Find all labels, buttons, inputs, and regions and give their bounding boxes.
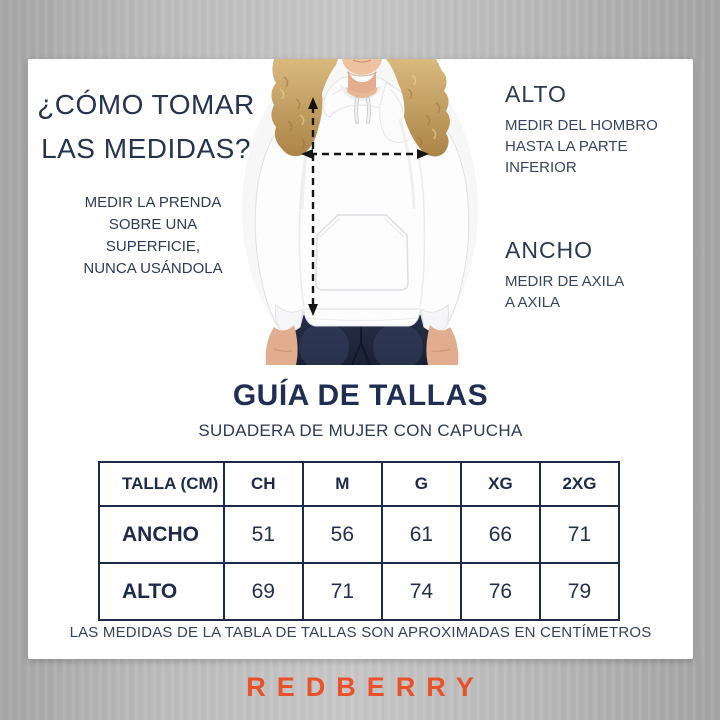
alto-desc-line: HASTA LA PARTE <box>505 138 628 155</box>
table-cell: 51 <box>222 505 304 564</box>
table-cell: 66 <box>459 505 541 564</box>
measure-title-line: ¿CÓMO TOMAR <box>37 89 255 120</box>
jeans <box>284 315 439 365</box>
table-cell: 71 <box>301 562 383 621</box>
size-guide-title: GUÍA DE TALLAS <box>232 379 489 412</box>
model-face <box>342 59 382 98</box>
table-row-alto: ALTO 69 71 74 76 79 <box>98 562 621 621</box>
instruction-line: MEDIR LA PRENDA <box>84 194 222 211</box>
ancho-desc-line: A AXILA <box>505 294 561 311</box>
alto-desc-line: MEDIR DEL HOMBRO <box>505 117 658 134</box>
model-hair <box>271 59 450 157</box>
alto-measure-arrow <box>308 97 318 316</box>
row-label: ALTO <box>98 562 225 621</box>
size-table-header-g: G <box>380 461 462 507</box>
alto-description: MEDIR DEL HOMBRO HASTA LA PARTE INFERIOR <box>505 115 658 178</box>
ancho-measure-arrow <box>301 149 429 159</box>
instruction-line: SUPERFICIE, <box>105 238 201 255</box>
size-table: TALLA (CM) CH M G XG 2XG ANCHO 51 56 61 … <box>98 461 621 621</box>
hands <box>265 325 459 365</box>
size-table-header-2xg: 2XG <box>538 461 621 507</box>
brand-logo: REDBERRY <box>246 672 485 702</box>
instruction-line: NUNCA USÁNDOLA <box>83 260 223 277</box>
table-cell: 69 <box>222 562 304 621</box>
instruction-line: SOBRE UNA <box>108 216 198 233</box>
table-cell: 76 <box>459 562 541 621</box>
ancho-desc-line: MEDIR DE AXILA <box>505 273 625 290</box>
table-cell: 71 <box>538 505 621 564</box>
size-guide-subtitle: SUDADERA DE MUJER CON CAPUCHA <box>198 421 523 440</box>
table-cell: 79 <box>538 562 621 621</box>
ancho-description: MEDIR DE AXILA A AXILA <box>505 271 624 313</box>
size-table-header-ch: CH <box>222 461 304 507</box>
measure-title: ¿CÓMO TOMAR LAS MEDIDAS? <box>34 83 258 171</box>
size-table-header-talla: TALLA (CM) <box>98 461 225 507</box>
alto-desc-line: INFERIOR <box>505 159 577 176</box>
measure-instruction: MEDIR LA PRENDA SOBRE UNA SUPERFICIE, NU… <box>58 192 248 280</box>
table-cell: 56 <box>301 505 383 564</box>
row-label: ANCHO <box>98 505 225 564</box>
size-table-header-row: TALLA (CM) CH M G XG 2XG <box>98 461 621 507</box>
ancho-label: ANCHO <box>505 237 594 263</box>
table-row-ancho: ANCHO 51 56 61 66 71 <box>98 505 621 564</box>
size-table-header-m: M <box>301 461 383 507</box>
table-cell: 61 <box>380 505 462 564</box>
size-table-header-xg: XG <box>459 461 541 507</box>
size-guide-card: ¿CÓMO TOMAR LAS MEDIDAS? MEDIR LA PRENDA… <box>28 59 693 659</box>
measure-title-line: LAS MEDIDAS? <box>41 133 251 164</box>
table-cell: 74 <box>380 562 462 621</box>
size-note: LAS MEDIDAS DE LA TABLA DE TALLAS SON AP… <box>69 624 652 641</box>
alto-label: ALTO <box>505 81 567 107</box>
hoodie-model-photo <box>242 59 478 365</box>
